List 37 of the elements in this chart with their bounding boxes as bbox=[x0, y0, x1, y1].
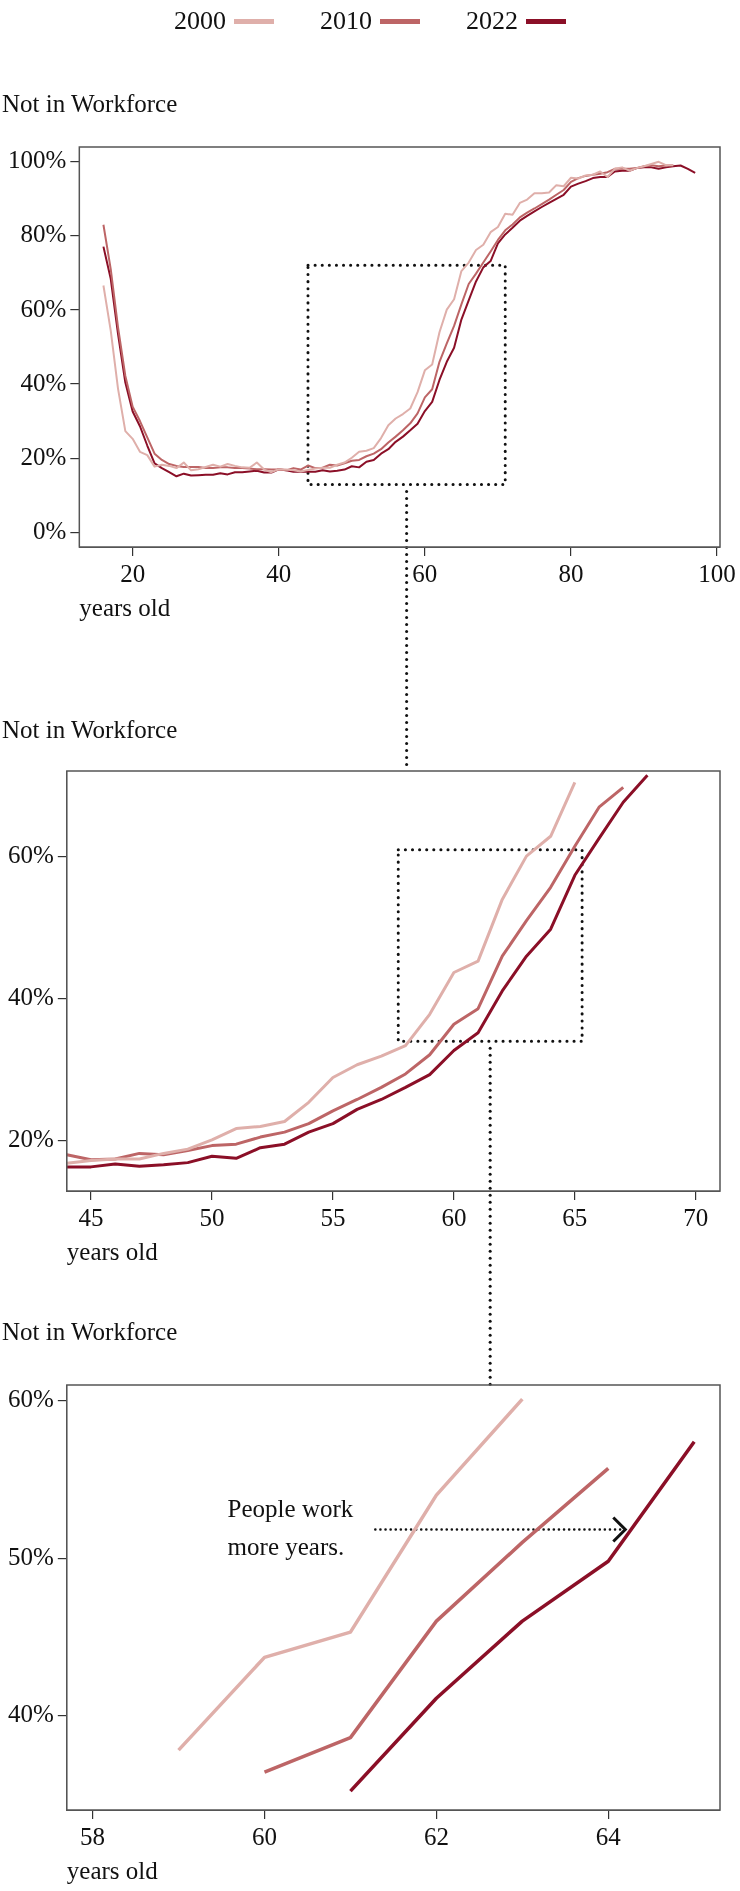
x-tick-label: 58 bbox=[80, 1822, 106, 1850]
y-tick-label: 50% bbox=[8, 1542, 54, 1570]
y-tick-label: 80% bbox=[20, 220, 67, 248]
y-tick-label: 60% bbox=[8, 1385, 54, 1413]
y-tick-label: 40% bbox=[20, 368, 67, 396]
y-tick-label: 40% bbox=[8, 983, 54, 1011]
x-tick-label: 40 bbox=[266, 559, 292, 587]
x-tick-label: 70 bbox=[683, 1203, 709, 1231]
y-tick-label: 20% bbox=[20, 442, 67, 470]
x-tick-label: 100 bbox=[698, 559, 736, 587]
y-axis-title: Not in Workforce bbox=[2, 716, 178, 744]
y-tick-label: 0% bbox=[33, 516, 67, 544]
x-axis-title: years old bbox=[66, 1237, 159, 1265]
legend-label: 2000 bbox=[174, 6, 226, 36]
x-tick-label: 64 bbox=[595, 1822, 622, 1850]
x-tick-label: 80 bbox=[558, 559, 584, 587]
y-axis-title: Not in Workforce bbox=[2, 1318, 178, 1346]
legend-label: 2010 bbox=[320, 6, 372, 36]
x-tick-label: 60 bbox=[252, 1822, 277, 1850]
y-tick-label: 20% bbox=[8, 1125, 54, 1153]
y-tick-label: 40% bbox=[8, 1700, 54, 1728]
x-tick-label: 60 bbox=[412, 559, 438, 587]
legend-label: 2022 bbox=[466, 6, 518, 36]
x-tick-label: 62 bbox=[423, 1822, 449, 1850]
x-tick-label: 55 bbox=[320, 1203, 346, 1231]
x-tick-label: 45 bbox=[78, 1203, 104, 1231]
x-axis-title: years old bbox=[79, 593, 171, 621]
y-axis-title: Not in Workforce bbox=[2, 90, 178, 118]
x-tick-label: 60 bbox=[441, 1203, 467, 1231]
y-tick-label: 60% bbox=[8, 841, 54, 869]
x-tick-label: 65 bbox=[562, 1203, 588, 1231]
x-axis-title: years old bbox=[66, 1856, 159, 1884]
y-tick-label: 100% bbox=[8, 146, 67, 174]
x-tick-label: 50 bbox=[199, 1203, 225, 1231]
annotation: People work more years. bbox=[227, 1495, 354, 1561]
x-tick-label: 20 bbox=[120, 559, 146, 587]
y-tick-label: 60% bbox=[20, 294, 67, 322]
